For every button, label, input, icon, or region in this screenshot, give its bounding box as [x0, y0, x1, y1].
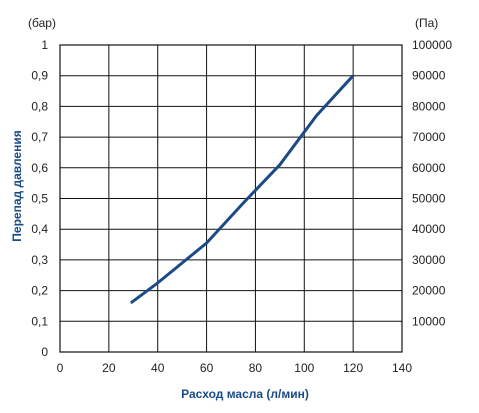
x-axis-ticks: 0 20 40 60 80 100 120 140 [57, 361, 413, 375]
y-unit-left: (бар) [28, 16, 56, 30]
y-tick-label-left: 0,4 [31, 222, 48, 236]
y-tick-label-right: 20000 [412, 284, 446, 298]
y-tick-label-right: 30000 [412, 253, 446, 267]
y-tick-label-left: 0,8 [31, 99, 48, 113]
x-tick-label: 0 [57, 361, 64, 375]
x-tick-label: 120 [343, 361, 363, 375]
y-axis-ticks-left: 0 0,1 0,2 0,3 0,4 0,5 0,6 0,7 0,8 0,9 1 [31, 38, 48, 359]
x-tick-label: 80 [249, 361, 263, 375]
y-tick-label-left: 0,6 [31, 161, 48, 175]
y-tick-label-left: 1 [41, 38, 48, 52]
y-tick-label-left: 0,5 [31, 192, 48, 206]
y-tick-label-right: 70000 [412, 130, 446, 144]
y-tick-label-right: 90000 [412, 69, 446, 83]
x-tick-label: 40 [151, 361, 165, 375]
y-tick-label-right: 100000 [412, 38, 452, 52]
x-tick-label: 140 [392, 361, 412, 375]
y-tick-label-left: 0 [41, 345, 48, 359]
series-layer [129, 74, 355, 305]
y-axis-title: Перепад давления [10, 130, 24, 241]
grid [60, 45, 402, 352]
y-tick-label-left: 0,1 [31, 314, 48, 328]
y-unit-right: (Па) [415, 16, 438, 30]
plot-border [59, 44, 403, 353]
y-tick-label-left: 0,7 [31, 130, 48, 144]
x-tick-label: 100 [294, 361, 314, 375]
y-tick-label-right: 60000 [412, 161, 446, 175]
series-line-0 [129, 74, 355, 305]
y-tick-label-right: 40000 [412, 222, 446, 236]
y-tick-label-right: 80000 [412, 99, 446, 113]
y-tick-label-right: 10000 [412, 314, 446, 328]
y-tick-label-left: 0,2 [31, 284, 48, 298]
y-tick-label-left: 0,9 [31, 69, 48, 83]
plot-frame [59, 44, 403, 353]
y-tick-label-right: 50000 [412, 192, 446, 206]
x-tick-label: 20 [102, 361, 116, 375]
y-axis-ticks-right: 10000 20000 30000 40000 50000 60000 70000 80000… [412, 38, 452, 328]
x-axis-title: Расход масла (л/мин) [181, 387, 309, 401]
x-tick-label: 60 [200, 361, 214, 375]
y-tick-label-left: 0,3 [31, 253, 48, 267]
